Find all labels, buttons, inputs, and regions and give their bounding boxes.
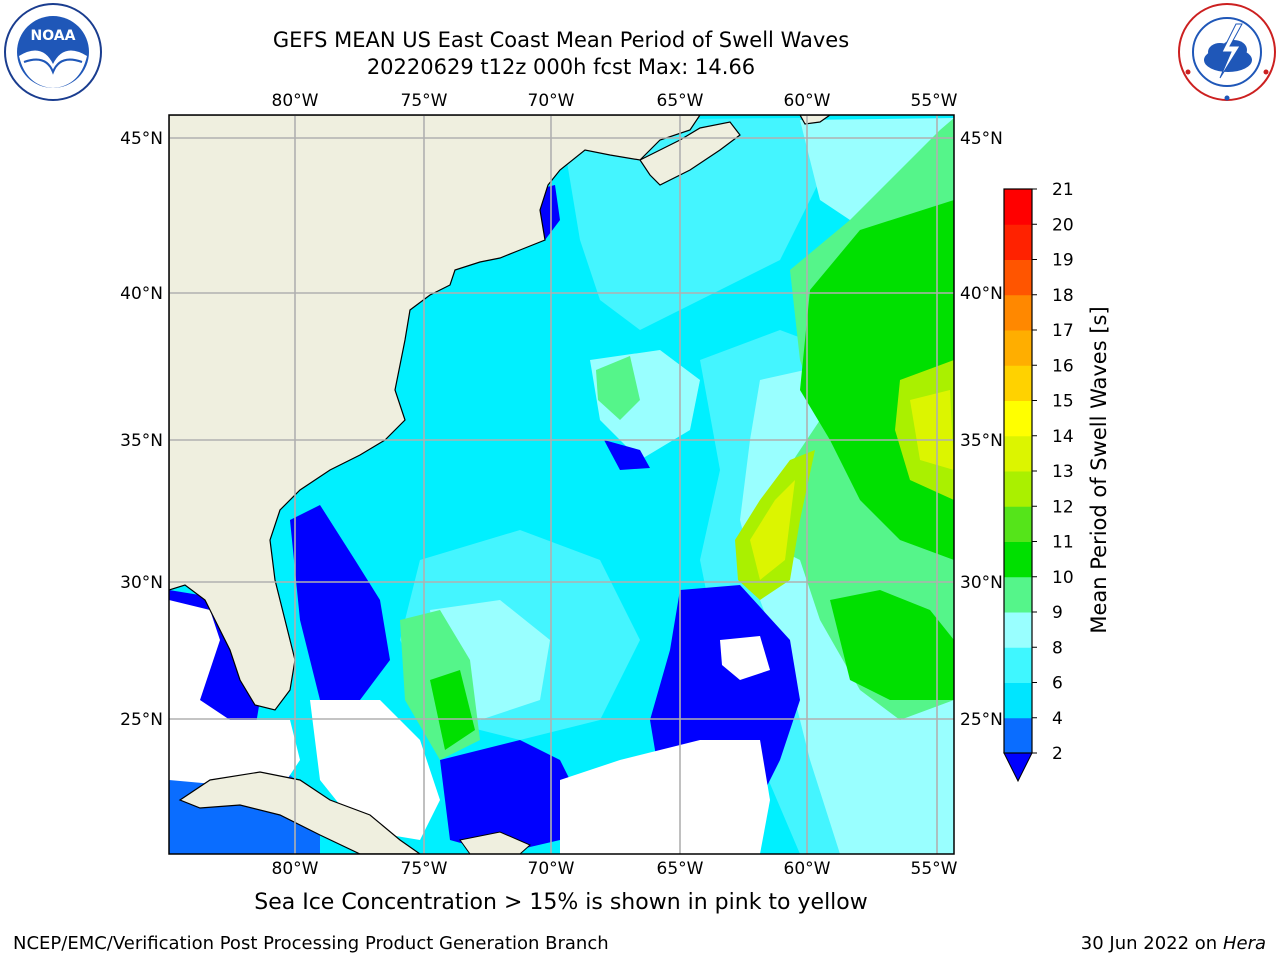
colorbar-segment: [1004, 717, 1032, 754]
land-cuba: [178, 771, 422, 854]
lon-labels-bottom: 80°W 75°W 70°W 65°W 60°W 55°W: [272, 859, 958, 879]
missing-se-pocket: [720, 636, 770, 680]
sea-ice-caption: Sea Ice Concentration > 15% is shown in …: [254, 890, 868, 915]
lat-label: 25°N: [960, 710, 1003, 730]
colorbar-tick-label: 21: [1052, 180, 1074, 200]
swell-2-4-florida: [290, 505, 390, 700]
graticule: [169, 115, 954, 854]
colorbar-segment: [1004, 294, 1032, 331]
colorbar-segment: [1004, 330, 1032, 366]
footer-date-text: 30 Jun 2022 on: [1080, 933, 1218, 954]
lat-label: 35°N: [960, 431, 1003, 451]
missing-gulf: [169, 600, 300, 790]
lon-label: 65°W: [657, 91, 704, 111]
map-field: [169, 115, 954, 854]
lon-label: 60°W: [784, 859, 831, 879]
colorbar-extend-arrow: [1003, 752, 1033, 783]
lon-label: 80°W: [272, 91, 319, 111]
colorbar-tick-label: 2: [1052, 744, 1063, 764]
colorbar-segment: [1004, 541, 1032, 578]
map-frame: [168, 114, 955, 855]
lon-label: 70°W: [528, 859, 575, 879]
land-us: [169, 115, 701, 711]
lon-labels-top: 80°W 75°W 70°W 65°W 60°W 55°W: [272, 91, 958, 111]
lat-labels-left: 45°N 40°N 35°N 30°N 25°N: [120, 129, 163, 730]
colorbar-tick-label: 20: [1052, 215, 1074, 235]
lon-label: 65°W: [657, 859, 704, 879]
swell-6-8-north: [560, 118, 820, 330]
colorbar-segment: [1004, 471, 1032, 507]
map-title: GEFS MEAN US East Coast Mean Period of S…: [272, 28, 850, 52]
lat-label: 35°N: [120, 431, 163, 451]
lon-label: 60°W: [784, 91, 831, 111]
colorbar-segment: [1004, 506, 1032, 542]
footer-host: Hera: [1222, 933, 1266, 954]
colorbar-segment: [1004, 400, 1032, 437]
swell-13-14-east: [910, 390, 954, 470]
lon-label: 70°W: [528, 91, 575, 111]
colorbar-segment: [1004, 647, 1032, 683]
lon-label: 80°W: [272, 859, 319, 879]
swell-10-11-south: [430, 670, 475, 750]
colorbar-label: Mean Period of Swell Waves [s]: [1087, 306, 1111, 633]
missing-caribbean: [560, 740, 770, 854]
colorbar-tick-label: 4: [1052, 709, 1063, 729]
lon-label: 75°W: [401, 91, 448, 111]
swell-2-4-south: [440, 740, 580, 854]
colorbar-tick-label: 19: [1052, 251, 1074, 271]
colorbar-segment: [1004, 224, 1032, 260]
lat-label: 45°N: [120, 129, 163, 149]
colorbar-tick-label: 16: [1052, 356, 1074, 376]
lat-labels-right: 45°N 40°N 35°N 30°N 25°N: [960, 129, 1003, 730]
swell-10-11-se: [830, 590, 954, 700]
colorbar-tick-label: 11: [1052, 533, 1074, 553]
colorbar-segment: [1004, 682, 1032, 719]
lat-label: 45°N: [960, 129, 1003, 149]
map-subtitle: 20220629 t12z 000h fcst Max: 14.66: [366, 55, 756, 79]
colorbar-segment: [1004, 189, 1032, 225]
nws-logo: [1178, 3, 1276, 101]
colorbar-tick-label: 17: [1052, 321, 1074, 341]
noaa-logo: NOAA: [4, 3, 102, 101]
colorbar-segment: [1004, 435, 1032, 472]
lon-label: 55°W: [911, 859, 958, 879]
footer-credit: NCEP/EMC/Verification Post Processing Pr…: [13, 933, 609, 954]
colorbar-tick-label: 9: [1052, 603, 1063, 623]
colorbar: 2 4 6 8 9 10 11 12 13 14 15 16 17 18 19 20 21: [1003, 180, 1074, 783]
colorbar-tick-label: 15: [1052, 392, 1074, 412]
swell-13-14-ridge: [750, 480, 795, 580]
lat-label: 30°N: [120, 573, 163, 593]
colorbar-tick-label: 18: [1052, 286, 1074, 306]
lon-label: 55°W: [911, 91, 958, 111]
colorbar-tick-label: 13: [1052, 462, 1074, 482]
colorbar-tick-label: 6: [1052, 674, 1063, 694]
lat-label: 25°N: [120, 710, 163, 730]
lon-label: 75°W: [401, 859, 448, 879]
colorbar-segment: [1004, 259, 1032, 296]
colorbar-tick-label: 10: [1052, 568, 1074, 588]
lat-label: 40°N: [120, 284, 163, 304]
lat-label: 40°N: [960, 284, 1003, 304]
noaa-logo-text: NOAA: [31, 28, 76, 44]
colorbar-tick-label: 12: [1052, 497, 1074, 517]
swell-2-4-mid: [604, 440, 650, 470]
colorbar-segment: [1004, 365, 1032, 401]
land-hispaniola: [459, 831, 531, 854]
swell-9-10-mid: [596, 356, 640, 420]
footer-date: 30 Jun 2022 on Hera: [1081, 933, 1266, 954]
lat-label: 30°N: [960, 573, 1003, 593]
colorbar-segment: [1004, 612, 1032, 648]
colorbar-segment: [1004, 576, 1032, 613]
colorbar-tick-label: 8: [1052, 638, 1063, 658]
colorbar-tick-label: 14: [1052, 427, 1074, 447]
